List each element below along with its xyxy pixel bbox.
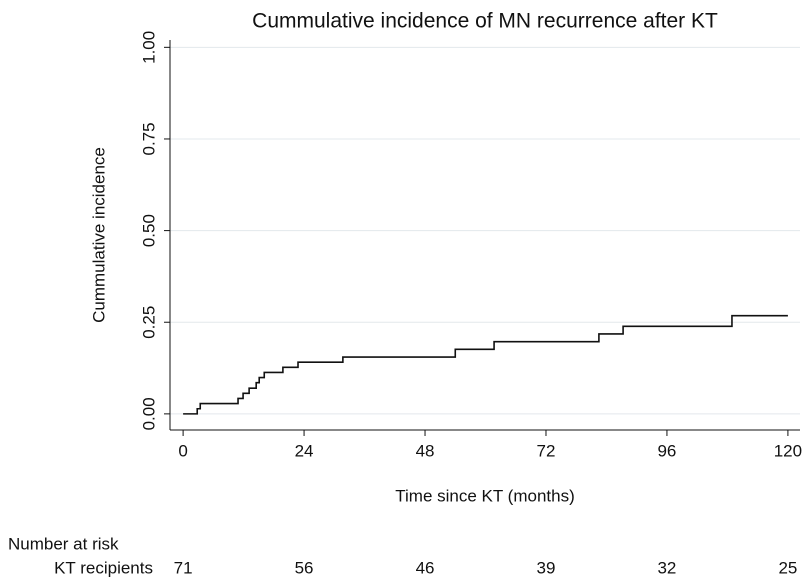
- risk-row-label: KT recipients: [54, 558, 153, 577]
- y-tick-label: 0.50: [139, 214, 158, 247]
- risk-value: 32: [657, 558, 676, 577]
- y-axis-label: Cummulative incidence: [89, 147, 108, 323]
- risk-value: 56: [295, 558, 314, 577]
- x-tick-label: 0: [178, 441, 187, 460]
- x-tick-label: 120: [774, 441, 802, 460]
- risk-value: 25: [778, 558, 797, 577]
- x-tick-label: 72: [537, 441, 556, 460]
- x-tick-label: 24: [295, 441, 314, 460]
- y-tick-label: 0.00: [139, 397, 158, 430]
- risk-table-title: Number at risk: [8, 534, 119, 553]
- x-tick-label: 48: [416, 441, 435, 460]
- x-axis-label: Time since KT (months): [395, 486, 575, 505]
- risk-value: 71: [174, 558, 193, 577]
- chart-title: Cummulative incidence of MN recurrence a…: [252, 10, 718, 33]
- y-tick-label: 0.75: [139, 122, 158, 155]
- risk-value: 46: [416, 558, 435, 577]
- x-tick-label: 96: [657, 441, 676, 460]
- step-line: [183, 314, 788, 415]
- y-tick-label: 1.00: [139, 31, 158, 64]
- risk-value: 39: [537, 558, 556, 577]
- y-tick-label: 0.25: [139, 306, 158, 339]
